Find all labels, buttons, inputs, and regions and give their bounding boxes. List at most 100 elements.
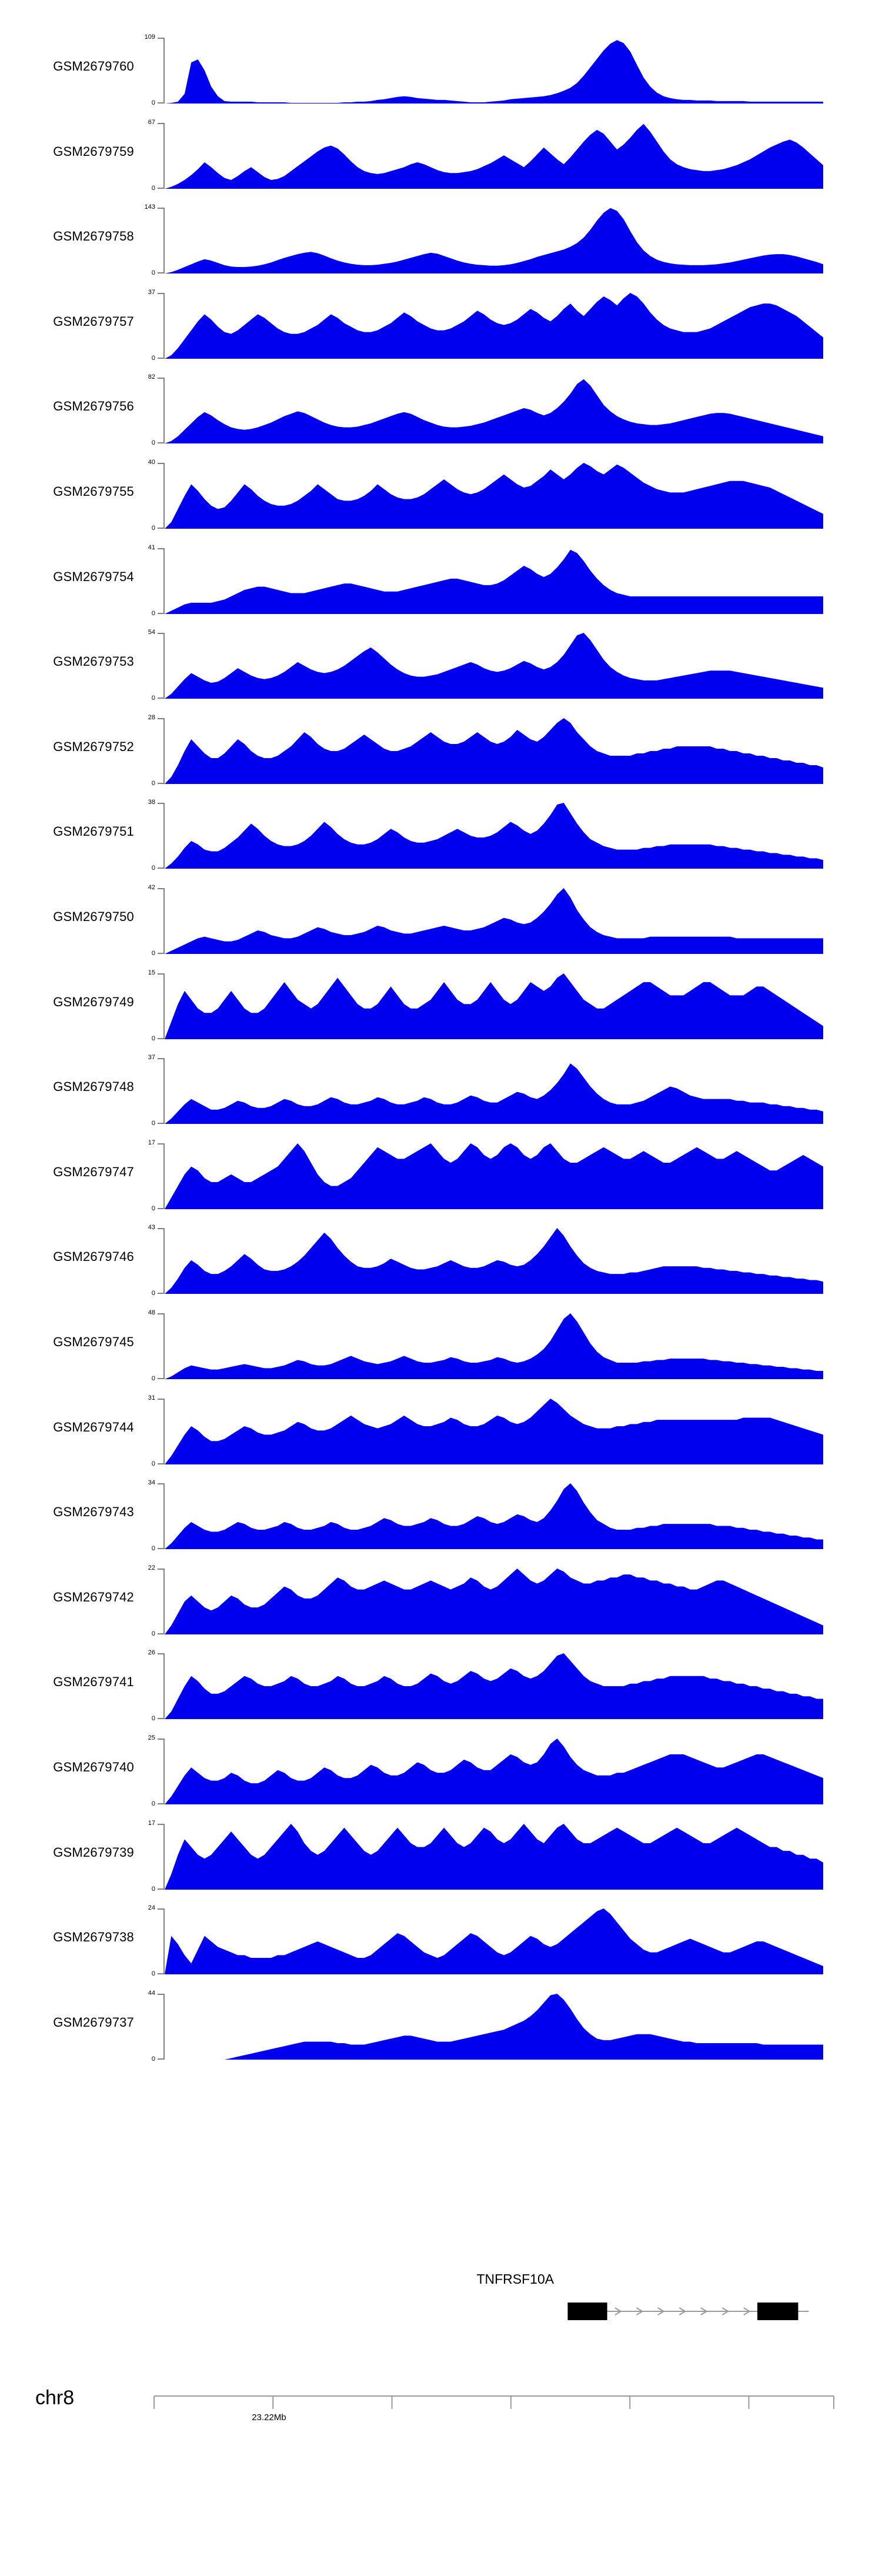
track-y-axis: 44 0 bbox=[135, 1984, 165, 2069]
coverage-area-plot bbox=[165, 1823, 823, 1890]
y-axis-tick-min bbox=[158, 1973, 165, 1975]
y-axis-max-value: 25 bbox=[148, 1734, 155, 1741]
y-axis-line bbox=[163, 38, 165, 104]
y-axis-tick-max bbox=[158, 1653, 165, 1655]
y-axis-min-value: 0 bbox=[151, 1800, 155, 1807]
y-axis-tick-max bbox=[158, 122, 165, 124]
coverage-track: GSM2679753 54 0 bbox=[0, 623, 882, 708]
y-axis-max-value: 26 bbox=[148, 1649, 155, 1657]
y-axis-tick-min bbox=[158, 1037, 165, 1039]
coverage-track: GSM2679738 24 0 bbox=[0, 1899, 882, 1984]
y-axis-min-value: 0 bbox=[151, 1715, 155, 1723]
coverage-track: GSM2679742 22 0 bbox=[0, 1559, 882, 1644]
y-axis-tick-max bbox=[158, 1313, 165, 1314]
y-axis-max-value: 42 bbox=[148, 884, 155, 891]
y-axis-tick-max bbox=[158, 1823, 165, 1825]
y-axis-line bbox=[163, 633, 165, 699]
y-axis-line bbox=[163, 1739, 165, 1804]
y-axis-min-value: 0 bbox=[151, 1545, 155, 1553]
y-axis-tick-max bbox=[158, 633, 165, 635]
y-axis-tick-max bbox=[158, 1228, 165, 1230]
y-axis-tick-max bbox=[158, 292, 165, 294]
y-axis-tick-min bbox=[158, 1378, 165, 1379]
coverage-track: GSM2679755 40 0 bbox=[0, 453, 882, 538]
y-axis-line bbox=[163, 1653, 165, 1720]
y-axis-max-value: 38 bbox=[148, 799, 155, 806]
track-y-axis: 25 0 bbox=[135, 1729, 165, 1814]
track-y-axis: 37 0 bbox=[135, 1049, 165, 1133]
track-y-axis: 17 0 bbox=[135, 1134, 165, 1219]
coverage-track: GSM2679737 44 0 bbox=[0, 1984, 882, 2069]
y-axis-tick-max bbox=[158, 718, 165, 719]
track-y-axis: 41 0 bbox=[135, 539, 165, 623]
track-sample-label: GSM2679752 bbox=[53, 739, 134, 754]
coverage-track: GSM2679760 109 0 bbox=[0, 28, 882, 113]
y-axis-min-value: 0 bbox=[151, 269, 155, 277]
track-y-axis: 28 0 bbox=[135, 709, 165, 793]
coverage-area-plot bbox=[165, 548, 823, 614]
y-axis-line bbox=[163, 208, 165, 274]
y-axis-max-value: 15 bbox=[148, 969, 155, 976]
coverage-area-plot bbox=[165, 888, 823, 954]
y-axis-line bbox=[163, 1568, 165, 1634]
genome-axis-graphic bbox=[147, 2388, 841, 2423]
coverage-track: GSM2679746 43 0 bbox=[0, 1219, 882, 1303]
track-y-axis: 17 0 bbox=[135, 1814, 165, 1899]
coverage-area-plot bbox=[165, 208, 823, 274]
coverage-area-plot bbox=[165, 378, 823, 444]
track-sample-label: GSM2679739 bbox=[53, 1844, 134, 1860]
coverage-track: GSM2679752 28 0 bbox=[0, 709, 882, 793]
y-axis-min-value: 0 bbox=[151, 2055, 155, 2063]
track-y-axis: 37 0 bbox=[135, 283, 165, 368]
y-axis-max-value: 54 bbox=[148, 629, 155, 636]
y-axis-line bbox=[163, 718, 165, 784]
y-axis-max-value: 22 bbox=[148, 1564, 155, 1571]
track-y-axis: 67 0 bbox=[135, 114, 165, 198]
y-axis-min-value: 0 bbox=[151, 950, 155, 957]
track-sample-label: GSM2679754 bbox=[53, 569, 134, 584]
coverage-track: GSM2679749 15 0 bbox=[0, 964, 882, 1049]
y-axis-max-value: 67 bbox=[148, 118, 155, 126]
y-axis-line bbox=[163, 1398, 165, 1464]
y-axis-tick-min bbox=[158, 528, 165, 529]
y-axis-line bbox=[163, 463, 165, 529]
y-axis-line bbox=[163, 1228, 165, 1294]
track-sample-label: GSM2679738 bbox=[53, 1930, 134, 1945]
track-y-axis: 34 0 bbox=[135, 1474, 165, 1559]
gene-name-label: TNFRSF10A bbox=[476, 2271, 554, 2287]
chromosome-label: chr8 bbox=[35, 2387, 75, 2409]
y-axis-tick-max bbox=[158, 378, 165, 379]
y-axis-tick-max bbox=[158, 1058, 165, 1060]
y-axis-max-value: 43 bbox=[148, 1224, 155, 1232]
coverage-area-plot bbox=[165, 1993, 823, 2060]
y-axis-tick-min bbox=[158, 698, 165, 699]
y-axis-tick-min bbox=[158, 782, 165, 784]
y-axis-tick-max bbox=[158, 973, 165, 975]
track-sample-label: GSM2679743 bbox=[53, 1504, 134, 1520]
y-axis-line bbox=[163, 292, 165, 359]
track-sample-label: GSM2679748 bbox=[53, 1079, 134, 1095]
track-y-axis: 38 0 bbox=[135, 793, 165, 878]
coverage-track: GSM2679750 42 0 bbox=[0, 879, 882, 963]
coverage-track: GSM2679745 48 0 bbox=[0, 1304, 882, 1389]
y-axis-line bbox=[163, 1908, 165, 1975]
y-axis-min-value: 0 bbox=[151, 1204, 155, 1212]
y-axis-max-value: 24 bbox=[148, 1904, 155, 1912]
y-axis-max-value: 48 bbox=[148, 1309, 155, 1316]
y-axis-min-value: 0 bbox=[151, 99, 155, 106]
coverage-track: GSM2679756 82 0 bbox=[0, 368, 882, 453]
coverage-track: GSM2679757 37 0 bbox=[0, 283, 882, 368]
coverage-area-plot bbox=[165, 463, 823, 529]
y-axis-tick-max bbox=[158, 208, 165, 209]
y-axis-line bbox=[163, 1313, 165, 1379]
y-axis-tick-min bbox=[158, 612, 165, 614]
track-y-axis: 22 0 bbox=[135, 1559, 165, 1644]
track-sample-label: GSM2679740 bbox=[53, 1760, 134, 1774]
gene-model-graphic bbox=[165, 2294, 823, 2329]
y-axis-min-value: 0 bbox=[151, 1290, 155, 1297]
y-axis-min-value: 0 bbox=[151, 184, 155, 192]
y-axis-tick-min bbox=[158, 2058, 165, 2060]
track-sample-label: GSM2679741 bbox=[53, 1674, 134, 1690]
coverage-area-plot bbox=[165, 1143, 823, 1209]
y-axis-tick-min bbox=[158, 102, 165, 104]
